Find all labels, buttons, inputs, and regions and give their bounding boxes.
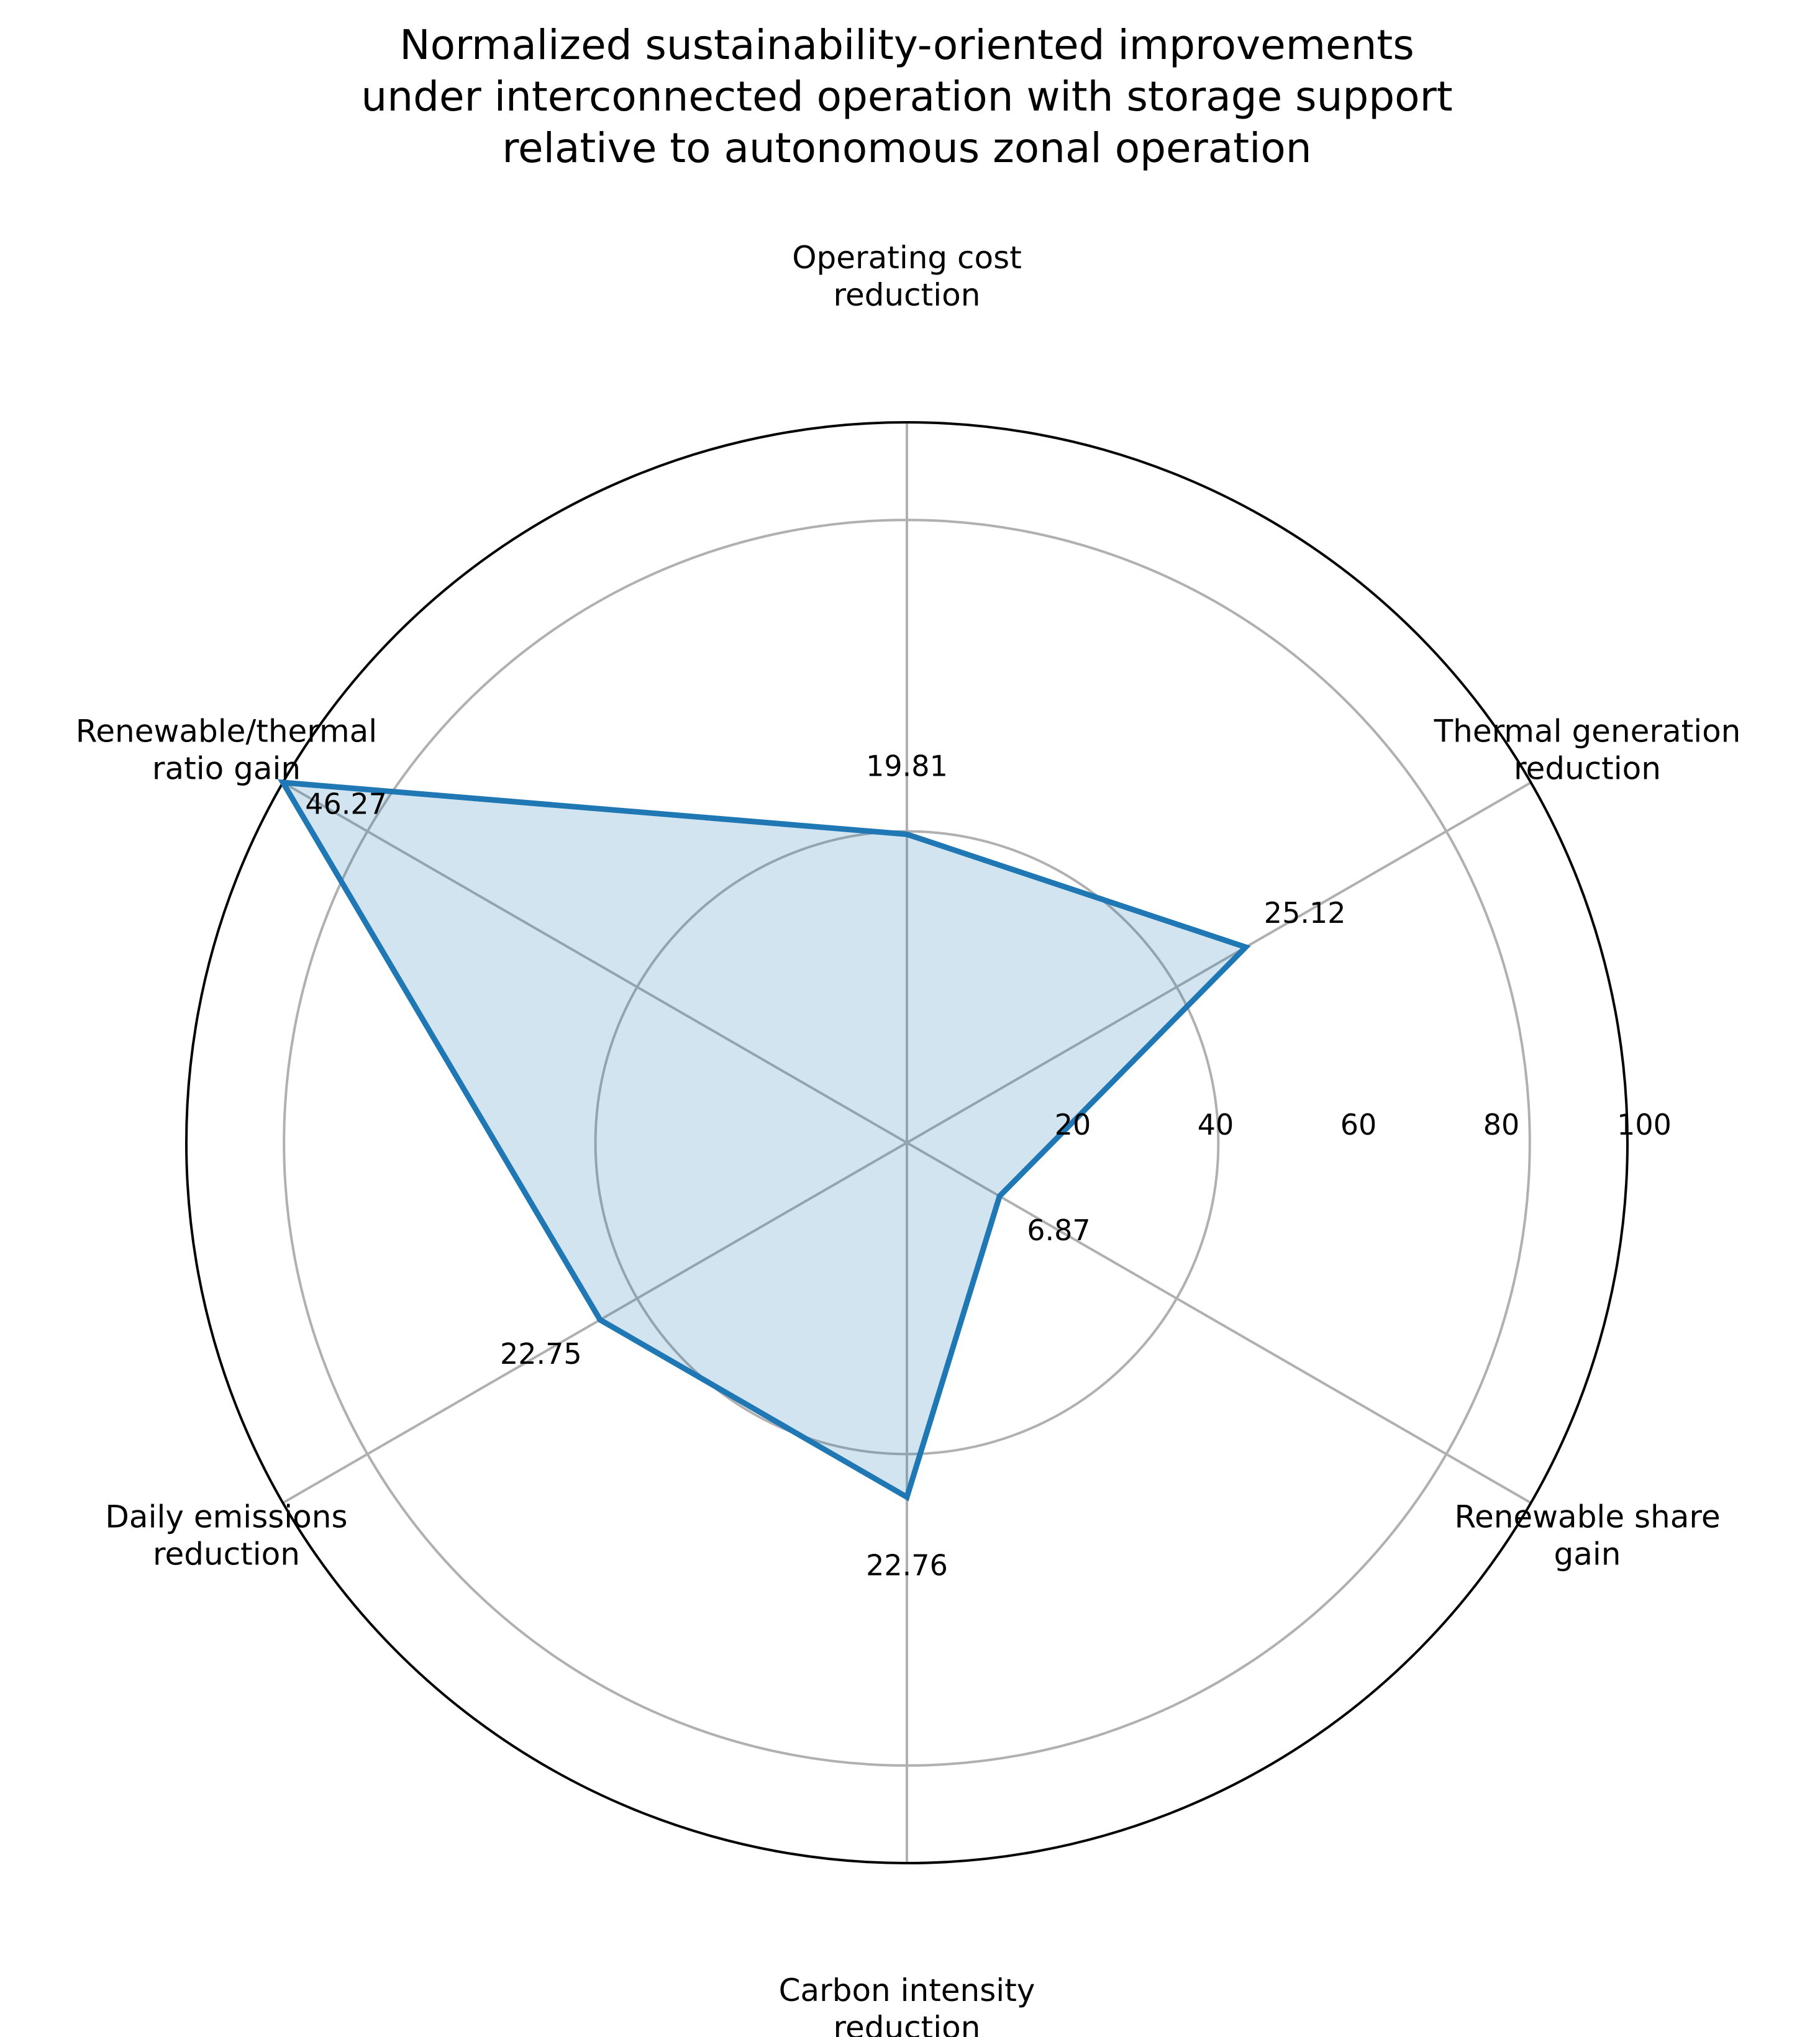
data-label: 6.87 (1027, 1214, 1090, 1247)
grid-spoke (906, 1141, 1532, 1504)
category-label-line: Thermal generation (1434, 714, 1741, 750)
category-label-line: Renewable/thermal (76, 714, 377, 750)
category-label: Renewable/thermal ratio gain (76, 714, 377, 787)
data-label: 19.81 (866, 749, 948, 783)
grid-spoke (282, 781, 908, 1144)
chart-title-line: under interconnected operation with stor… (361, 73, 1452, 120)
data-label: 46.27 (305, 787, 387, 821)
data-label: 22.76 (866, 1549, 948, 1582)
data-label: 22.75 (500, 1337, 582, 1371)
data-labels: 19.81 25.12 6.87 22.76 22.75 46.27 (305, 749, 1345, 1582)
series-point (906, 1495, 908, 1499)
series-point (1244, 946, 1247, 949)
category-label-line: ratio gain (152, 751, 301, 787)
category-label-line: Daily emissions (105, 1499, 347, 1535)
series-point (998, 1195, 1001, 1198)
chart-title-line: relative to autonomous zonal operation (502, 124, 1311, 172)
category-label-line: reduction (834, 2010, 981, 2037)
category-label-line: reduction (153, 1536, 300, 1572)
series-point (906, 833, 908, 836)
series-point (281, 781, 284, 784)
angular-grid (282, 422, 1532, 1863)
category-label-line: reduction (1514, 751, 1661, 787)
chart-title: Normalized sustainability-oriented impro… (361, 21, 1452, 172)
series-area (283, 783, 1246, 1497)
category-label: Renewable share gain (1454, 1499, 1720, 1572)
radial-tick-label: 40 (1198, 1108, 1234, 1141)
radial-tick-label: 20 (1055, 1108, 1091, 1141)
outer-ring (185, 421, 1629, 1864)
category-label-line: reduction (834, 277, 981, 313)
radial-tick-labels: 20 40 60 80 100 (1055, 1108, 1672, 1141)
category-label: Thermal generation reduction (1434, 714, 1741, 787)
category-label: Carbon intensity reduction (779, 1972, 1035, 2037)
category-label-line: gain (1554, 1536, 1621, 1572)
data-series (278, 779, 1251, 1502)
category-label-line: Carbon intensity (779, 1972, 1035, 2008)
radial-tick-label: 100 (1617, 1108, 1672, 1141)
category-label-line: Operating cost (792, 240, 1022, 276)
category-label-line: Renewable share (1454, 1499, 1720, 1535)
grid-spoke (906, 781, 1532, 1144)
series-point (599, 1318, 602, 1322)
radial-tick-label: 60 (1340, 1108, 1377, 1141)
category-label: Daily emissions reduction (105, 1499, 347, 1572)
radial-tick-label: 80 (1483, 1108, 1520, 1141)
chart-title-line: Normalized sustainability-oriented impro… (399, 21, 1414, 69)
grid-spoke (282, 1141, 908, 1504)
data-label: 25.12 (1264, 896, 1346, 930)
category-label: Operating cost reduction (792, 240, 1022, 313)
